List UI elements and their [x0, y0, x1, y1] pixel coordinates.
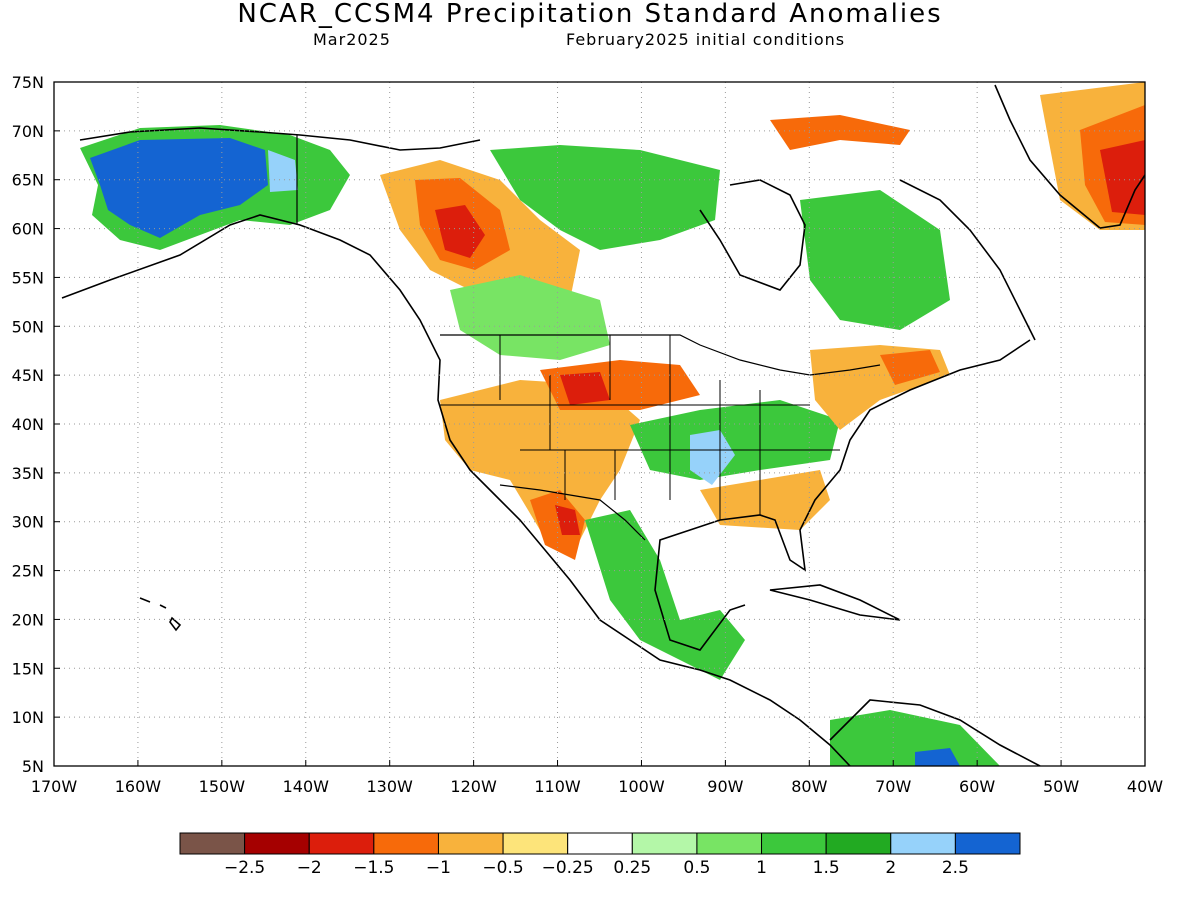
colorbar-label: −1.5 [353, 858, 394, 878]
lon-tick-label: 70W [875, 777, 911, 796]
lon-tick-label: 40W [1127, 777, 1163, 796]
us-west-dry-area [440, 380, 640, 540]
colorbar-swatch [437, 832, 504, 855]
lon-tick-label: 170W [31, 777, 78, 796]
colorbar: −2.5 −2 −1.5 −1 −0.5 −0.25 0.25 0.5 1 1.5 2 2.5 [179, 832, 1021, 878]
colorbar-label: 2.5 [942, 858, 969, 878]
atlantic-coastline [654, 339, 1031, 651]
coastlines [61, 84, 1145, 766]
lon-tick-label: 120W [450, 777, 497, 796]
lon-tick-label: 110W [534, 777, 581, 796]
colorbar-swatch [179, 832, 246, 855]
alaska-light-blue [268, 150, 298, 192]
southeast-dry [700, 470, 830, 530]
lat-tick-label: 60N [12, 220, 44, 239]
colorbar-label: −2 [297, 858, 322, 878]
lon-tick-label: 100W [618, 777, 665, 796]
labrador-coast [899, 179, 1036, 341]
nw-canada-red-core [435, 205, 485, 258]
lat-tick-label: 25N [12, 562, 44, 581]
colorbar-label: 1.5 [813, 858, 840, 878]
lat-tick-label: 35N [12, 464, 44, 483]
greenland-coast [994, 84, 1145, 229]
lon-tick-label: 150W [199, 777, 246, 796]
us-canada-border [440, 334, 881, 376]
mexico-border-dry [530, 490, 585, 560]
hawaii-islands [139, 597, 182, 632]
colorbar-label: 2 [885, 858, 896, 878]
valid-month-label: Mar2025 [313, 30, 391, 49]
colorbar-swatch [567, 832, 633, 855]
central-us-wet [630, 400, 840, 480]
lon-tick-label: 140W [283, 777, 330, 796]
colorbar-swatch [308, 832, 375, 855]
south-america-coast [829, 699, 1041, 766]
axis-ticks: 170W 160W 150W 140W 130W 120W 110W 100W 90W 80W 70… [12, 73, 1164, 796]
colorbar-label: −0.5 [482, 858, 523, 878]
lat-tick-label: 30N [12, 513, 44, 532]
lat-tick-label: 15N [12, 659, 44, 678]
mexico-wet [585, 510, 745, 680]
cuba-coast [769, 584, 901, 621]
colorbar-label: 1 [756, 858, 767, 878]
pacific-coastline [61, 214, 851, 766]
arctic-alaska-coast [79, 127, 481, 151]
us-mexico-border [499, 484, 646, 541]
colorbar-swatch [825, 832, 892, 855]
lat-tick-label: 5N [22, 757, 44, 776]
colorbar-swatch [631, 832, 698, 855]
central-us-very-wet [690, 430, 735, 485]
colorbar-swatch [373, 832, 439, 855]
northern-south-america-wet [830, 710, 1000, 766]
colorbar-label: −2.5 [224, 858, 265, 878]
state-borders [440, 335, 840, 520]
south-america-very-wet [915, 748, 960, 766]
lat-tick-label: 70N [12, 122, 44, 141]
lon-tick-label: 60W [959, 777, 995, 796]
northern-plains-red [560, 372, 610, 405]
arctic-dry-strip [770, 115, 910, 150]
hudson-bay-coast [699, 179, 806, 291]
colorbar-swatch [761, 832, 827, 855]
lat-lon-grid [54, 82, 1145, 766]
lon-tick-label: 90W [707, 777, 743, 796]
colorbar-label: −0.25 [542, 858, 594, 878]
lat-tick-label: 45N [12, 366, 44, 385]
lat-tick-label: 65N [12, 171, 44, 190]
colorbar-label: 0.25 [613, 858, 651, 878]
central-canada-wet [490, 145, 720, 250]
lon-tick-label: 50W [1043, 777, 1079, 796]
colorbar-label: 0.5 [683, 858, 710, 878]
lat-tick-label: 40N [12, 415, 44, 434]
lat-tick-label: 20N [12, 610, 44, 629]
lat-tick-label: 55N [12, 268, 44, 287]
new-england-strong-dry [880, 350, 940, 385]
colorbar-swatch [502, 832, 569, 855]
map-title: NCAR_CCSM4 Precipitation Standard Anomal… [237, 0, 943, 29]
greenland-red-core [1100, 140, 1145, 215]
mexico-border-red [555, 505, 580, 535]
central-canada-wet-south [450, 275, 610, 360]
colorbar-swatch [696, 832, 763, 855]
lon-tick-label: 80W [791, 777, 827, 796]
colorbar-swatch [890, 832, 956, 855]
anomaly-fields [80, 82, 1145, 766]
colorbar-swatch [244, 832, 310, 855]
lat-tick-label: 10N [12, 708, 44, 727]
alaska-very-wet [90, 138, 268, 238]
colorbar-swatch [954, 832, 1021, 855]
lon-tick-label: 130W [367, 777, 414, 796]
lat-tick-label: 50N [12, 317, 44, 336]
initial-conditions-label: February2025 initial conditions [566, 30, 846, 49]
lon-tick-label: 160W [115, 777, 162, 796]
east-canada-wet [800, 190, 950, 330]
colorbar-label: −1 [426, 858, 451, 878]
lat-tick-label: 75N [12, 73, 44, 92]
